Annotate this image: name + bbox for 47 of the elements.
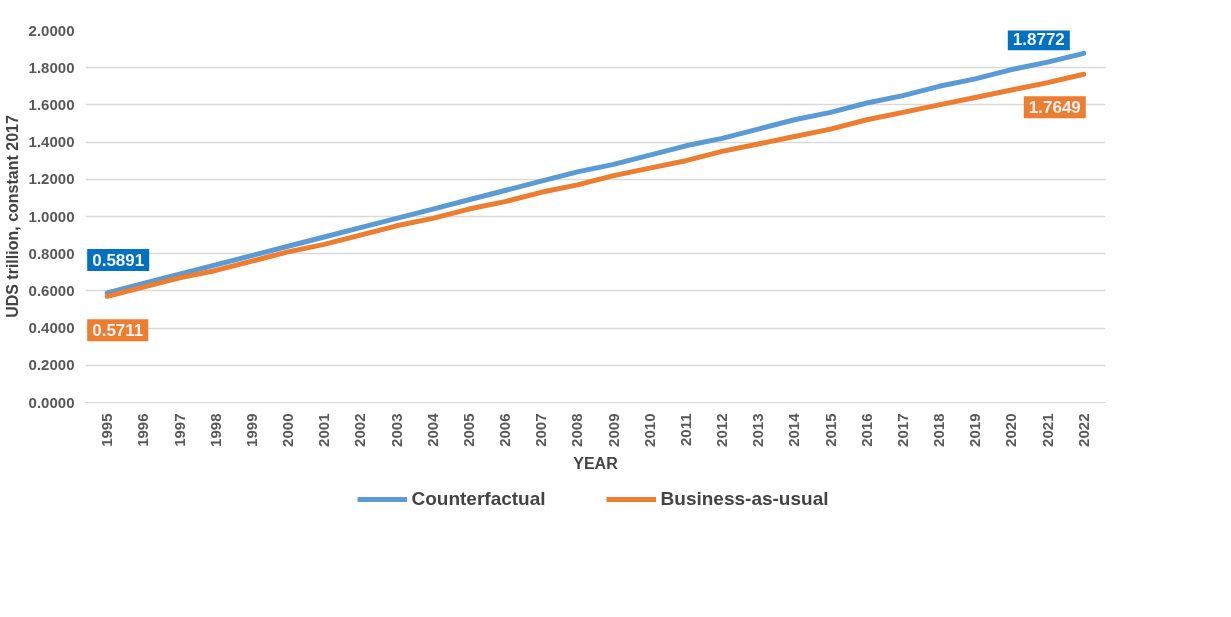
data-label: 1.7649: [1028, 98, 1081, 118]
x-tick-label: 1999: [242, 413, 260, 447]
y-tick-label: 0.2000: [28, 356, 75, 374]
x-tick-label: 2014: [785, 412, 803, 447]
y-tick-label: 0.8000: [28, 244, 75, 262]
x-tick-label: 2017: [893, 413, 911, 447]
x-tick-label: 2004: [423, 412, 441, 447]
x-tick-label: 1997: [170, 413, 188, 447]
x-tick-label: 2000: [279, 413, 297, 447]
x-tick-label: 2003: [387, 413, 405, 447]
x-tick-label: 2015: [821, 413, 839, 447]
y-tick-label: 0.0000: [28, 393, 75, 411]
y-axis-title: UDS trillion, constant 2017: [3, 115, 21, 318]
x-tick-label: 2008: [568, 413, 586, 447]
x-tick-label: 2013: [749, 413, 767, 447]
y-tick-label: 1.2000: [28, 170, 75, 188]
x-tick-label: 2019: [966, 413, 984, 447]
y-tick-label: 1.8000: [28, 58, 75, 76]
x-tick-label: 2010: [640, 413, 658, 447]
x-tick-label: 1998: [206, 413, 224, 447]
x-tick-label: 2020: [1002, 413, 1020, 447]
x-tick-label: 2012: [713, 413, 731, 447]
x-tick-label: 2005: [459, 413, 477, 447]
data-label: 0.5891: [92, 250, 145, 270]
x-tick-label: 2007: [532, 413, 550, 447]
x-tick-label: 2009: [604, 413, 622, 447]
data-label: 0.5711: [92, 321, 144, 341]
y-tick-label: 1.4000: [28, 133, 75, 151]
x-tick-label: 2006: [496, 413, 514, 447]
y-tick-label: 1.0000: [28, 207, 75, 225]
x-tick-label: 2016: [857, 413, 875, 447]
y-tick-label: 1.6000: [28, 95, 75, 113]
x-tick-label: 1996: [134, 413, 152, 447]
x-tick-label: 2002: [351, 413, 369, 447]
x-axis-title: YEAR: [573, 454, 619, 472]
data-label: 1.8772: [1012, 30, 1065, 50]
x-tick-label: 2018: [930, 413, 948, 447]
y-tick-label: 0.6000: [28, 281, 75, 299]
x-tick-label: 2022: [1074, 413, 1092, 447]
legend-label: Counterfactual: [411, 488, 546, 510]
x-tick-label: 1995: [98, 413, 116, 447]
x-tick-label: 2021: [1038, 413, 1056, 447]
legend-label: Business-as-usual: [660, 488, 829, 510]
y-tick-label: 2.0000: [28, 21, 75, 39]
x-tick-label: 2001: [315, 413, 333, 447]
y-tick-label: 0.4000: [28, 319, 75, 337]
x-tick-label: 2011: [676, 413, 694, 447]
